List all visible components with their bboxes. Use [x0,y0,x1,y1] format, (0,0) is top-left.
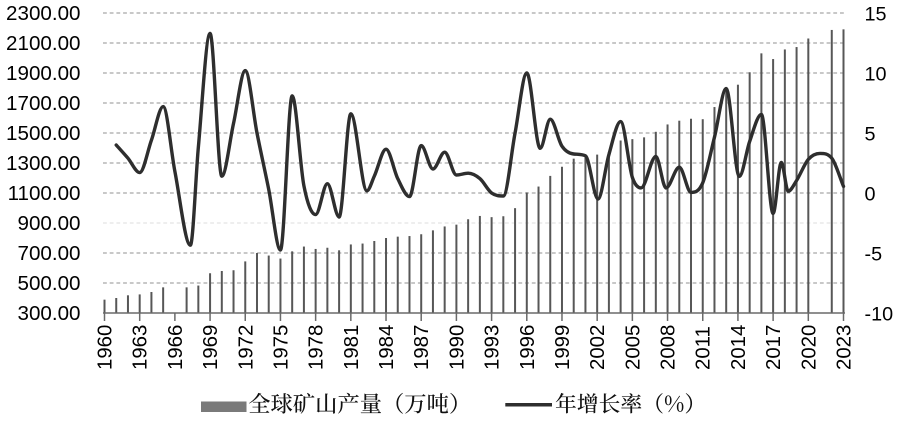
svg-text:1960: 1960 [95,325,117,370]
svg-text:1993: 1993 [482,325,504,370]
svg-text:10: 10 [865,63,887,85]
svg-text:1978: 1978 [306,325,328,370]
svg-text:2300.00: 2300.00 [6,2,80,25]
svg-text:1300.00: 1300.00 [6,152,80,175]
svg-text:1975: 1975 [270,325,292,370]
svg-text:1981: 1981 [341,325,363,370]
svg-text:2100.00: 2100.00 [6,32,80,55]
svg-text:1999: 1999 [552,325,574,370]
svg-text:1996: 1996 [517,325,539,370]
svg-text:1100.00: 1100.00 [8,182,81,205]
svg-text:2017: 2017 [763,325,785,370]
svg-text:1990: 1990 [446,325,468,370]
svg-text:700.00: 700.00 [18,242,81,265]
svg-text:5: 5 [865,123,876,145]
svg-text:2002: 2002 [587,325,609,370]
svg-text:2008: 2008 [658,325,680,370]
svg-text:900.00: 900.00 [18,212,81,235]
svg-text:1500.00: 1500.00 [6,122,80,145]
svg-text:1972: 1972 [235,325,257,370]
svg-text:500.00: 500.00 [18,272,81,295]
svg-text:15: 15 [865,3,887,25]
svg-text:2014: 2014 [728,325,750,370]
svg-text:300.00: 300.00 [18,302,81,325]
svg-text:2023: 2023 [834,325,856,370]
svg-text:2005: 2005 [622,325,644,370]
svg-text:-5: -5 [865,243,883,265]
svg-text:1966: 1966 [165,325,187,370]
svg-text:1984: 1984 [376,325,398,370]
svg-text:1987: 1987 [411,325,433,370]
svg-text:2011: 2011 [693,326,715,370]
svg-text:1963: 1963 [130,325,152,370]
svg-text:1700.00: 1700.00 [6,92,80,115]
svg-text:2020: 2020 [798,325,820,370]
svg-text:1969: 1969 [200,325,222,370]
svg-text:-10: -10 [865,303,894,325]
svg-text:0: 0 [865,183,876,205]
svg-text:1900.00: 1900.00 [6,62,80,85]
